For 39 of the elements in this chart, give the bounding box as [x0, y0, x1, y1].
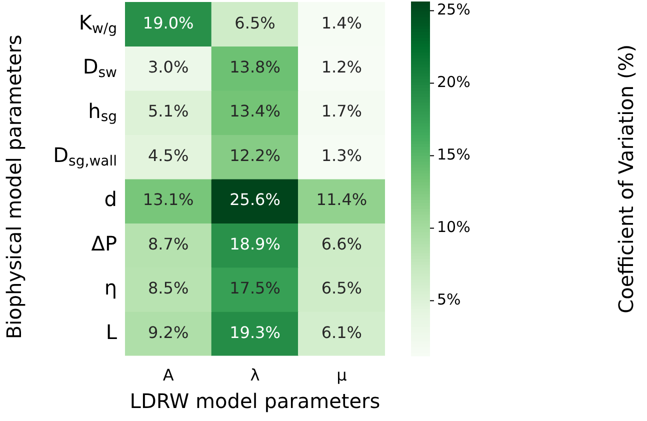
y-tick-label: d — [104, 187, 118, 212]
color-bar-title: Coefficient of Variation (%) — [614, 44, 638, 314]
data-label: 8.7% — [148, 234, 189, 254]
data-label: 3.0% — [148, 57, 189, 76]
color-bar-label: 15% — [437, 146, 470, 164]
data-label: 6.5% — [321, 278, 362, 298]
data-label: 1.7% — [321, 102, 362, 121]
data-label: 13.8% — [230, 57, 280, 76]
color-bar-label: 10% — [437, 218, 470, 236]
data-label: 11.4% — [316, 190, 368, 210]
data-label: 6.1% — [321, 322, 362, 342]
data-label: 4.5% — [148, 146, 189, 165]
data-label: 13.4% — [230, 102, 280, 121]
x-tick-label: μ — [336, 366, 347, 385]
data-label: 6.5% — [234, 13, 276, 32]
data-label: 8.5% — [148, 278, 189, 298]
color-bar-label: 25% — [437, 0, 470, 19]
color-bar-label: 20% — [437, 73, 470, 92]
data-label: 12.2% — [230, 146, 280, 165]
data-label: 1.2% — [321, 57, 362, 76]
data-label: 17.5% — [230, 278, 280, 298]
y-axis-title: Biophysical model parameters — [2, 34, 26, 340]
data-label: 5.1% — [148, 102, 189, 121]
x-tick-label: A — [162, 366, 174, 385]
y-tick-label: ΔP — [91, 231, 118, 256]
data-label: 1.4% — [321, 13, 362, 32]
data-label: 19.3% — [230, 322, 280, 342]
data-label: 9.2% — [148, 322, 189, 342]
data-label: 25.6% — [230, 190, 280, 210]
y-tick-label: L — [106, 320, 118, 344]
data-label: 1.3% — [321, 146, 362, 165]
x-axis-title: LDRW model parameters — [130, 389, 380, 414]
color-bar-label: 5% — [437, 290, 461, 309]
data-label: 19.0% — [142, 13, 194, 32]
data-label: 18.9% — [230, 234, 280, 254]
y-tick-label: η — [104, 276, 118, 300]
x-tick-label: λ — [250, 366, 260, 385]
data-label: 13.1% — [142, 190, 194, 210]
data-label: 6.6% — [321, 234, 362, 254]
